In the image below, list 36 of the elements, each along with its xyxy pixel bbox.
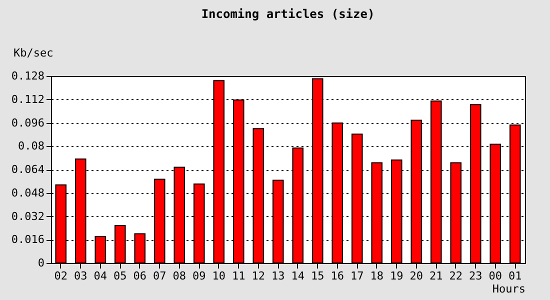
x-tick-label: 22 xyxy=(449,270,462,282)
x-tick-label: 09 xyxy=(192,270,206,282)
y-tick-label: 0.016 xyxy=(11,233,44,246)
y-tick-label: 0.112 xyxy=(11,92,44,106)
x-axis-title: Hours xyxy=(492,282,526,296)
y-axis-title: Kb/sec xyxy=(14,46,54,60)
x-tick-label: 20 xyxy=(410,270,423,282)
x-tick-label: 12 xyxy=(252,270,265,282)
y-tick-label: 0.128 xyxy=(11,70,44,82)
y-tick-label: 0.032 xyxy=(11,210,44,223)
y-tick-label: 0 xyxy=(38,256,44,270)
x-tick-label: 19 xyxy=(390,270,404,282)
y-tick-label: 0.048 xyxy=(11,186,44,200)
x-tick-label: 13 xyxy=(272,270,285,282)
y-tick-label: 0.096 xyxy=(11,116,44,130)
x-tick-label: 04 xyxy=(94,270,108,282)
x-tick-label: 07 xyxy=(153,270,166,282)
x-tick-label: 14 xyxy=(291,270,305,282)
x-tick-label: 06 xyxy=(133,270,146,282)
x-tick-label: 00 xyxy=(488,270,502,282)
y-tick-label: 0.064 xyxy=(11,163,45,176)
x-tick-label: 08 xyxy=(172,270,186,282)
x-tick-label: 15 xyxy=(311,270,324,282)
x-tick-label: 11 xyxy=(232,270,246,282)
x-tick-label: 03 xyxy=(74,270,88,282)
x-tick-label: 02 xyxy=(54,270,68,282)
x-tick-label: 16 xyxy=(330,270,344,282)
x-tick-label: 21 xyxy=(430,270,443,282)
x-tick-label: 01 xyxy=(508,270,522,282)
x-tick-label: 18 xyxy=(370,270,384,282)
x-tick-label: 17 xyxy=(350,270,364,282)
x-tick-label: 23 xyxy=(469,270,482,282)
chart-title: Incoming articles (size) xyxy=(201,7,375,21)
y-tick-label: 0.08 xyxy=(18,140,44,153)
x-tick-label: 10 xyxy=(212,270,226,282)
x-tick-label: 05 xyxy=(114,270,127,282)
